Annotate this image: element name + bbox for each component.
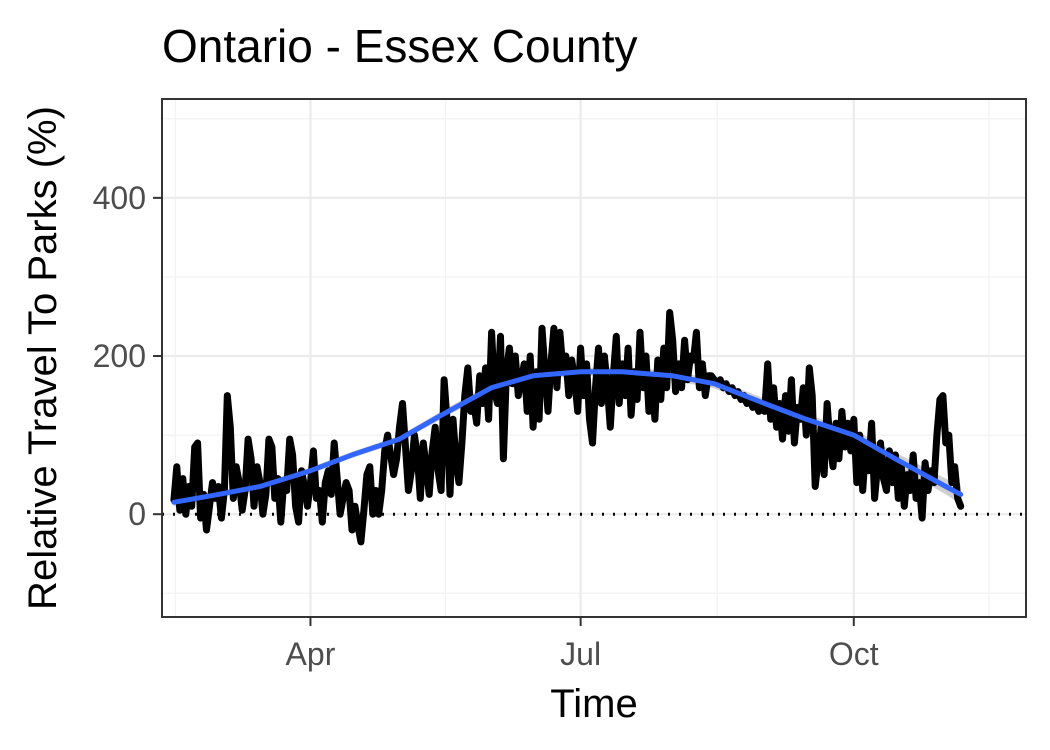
- y-tick-label: 0: [128, 496, 146, 532]
- panel-background: [162, 99, 1026, 617]
- y-axis: 0 200 400: [93, 180, 162, 532]
- x-axis-title: Time: [550, 682, 637, 726]
- plot-panel: [161, 98, 1027, 618]
- smooth-trend-line: [171, 369, 964, 505]
- y-tick-label: 200: [93, 338, 146, 374]
- x-tick-label: Apr: [286, 636, 336, 672]
- y-axis-title: Relative Travel To Parks (%): [21, 106, 65, 610]
- observed-series-line: [170, 309, 965, 546]
- x-tick-label: Oct: [829, 636, 879, 672]
- x-tick-label: Jul: [560, 636, 601, 672]
- chart-title: Ontario - Essex County: [162, 20, 638, 72]
- x-axis: Apr Jul Oct: [286, 617, 879, 672]
- y-tick-label: 400: [93, 180, 146, 216]
- panel-border: [161, 98, 1027, 618]
